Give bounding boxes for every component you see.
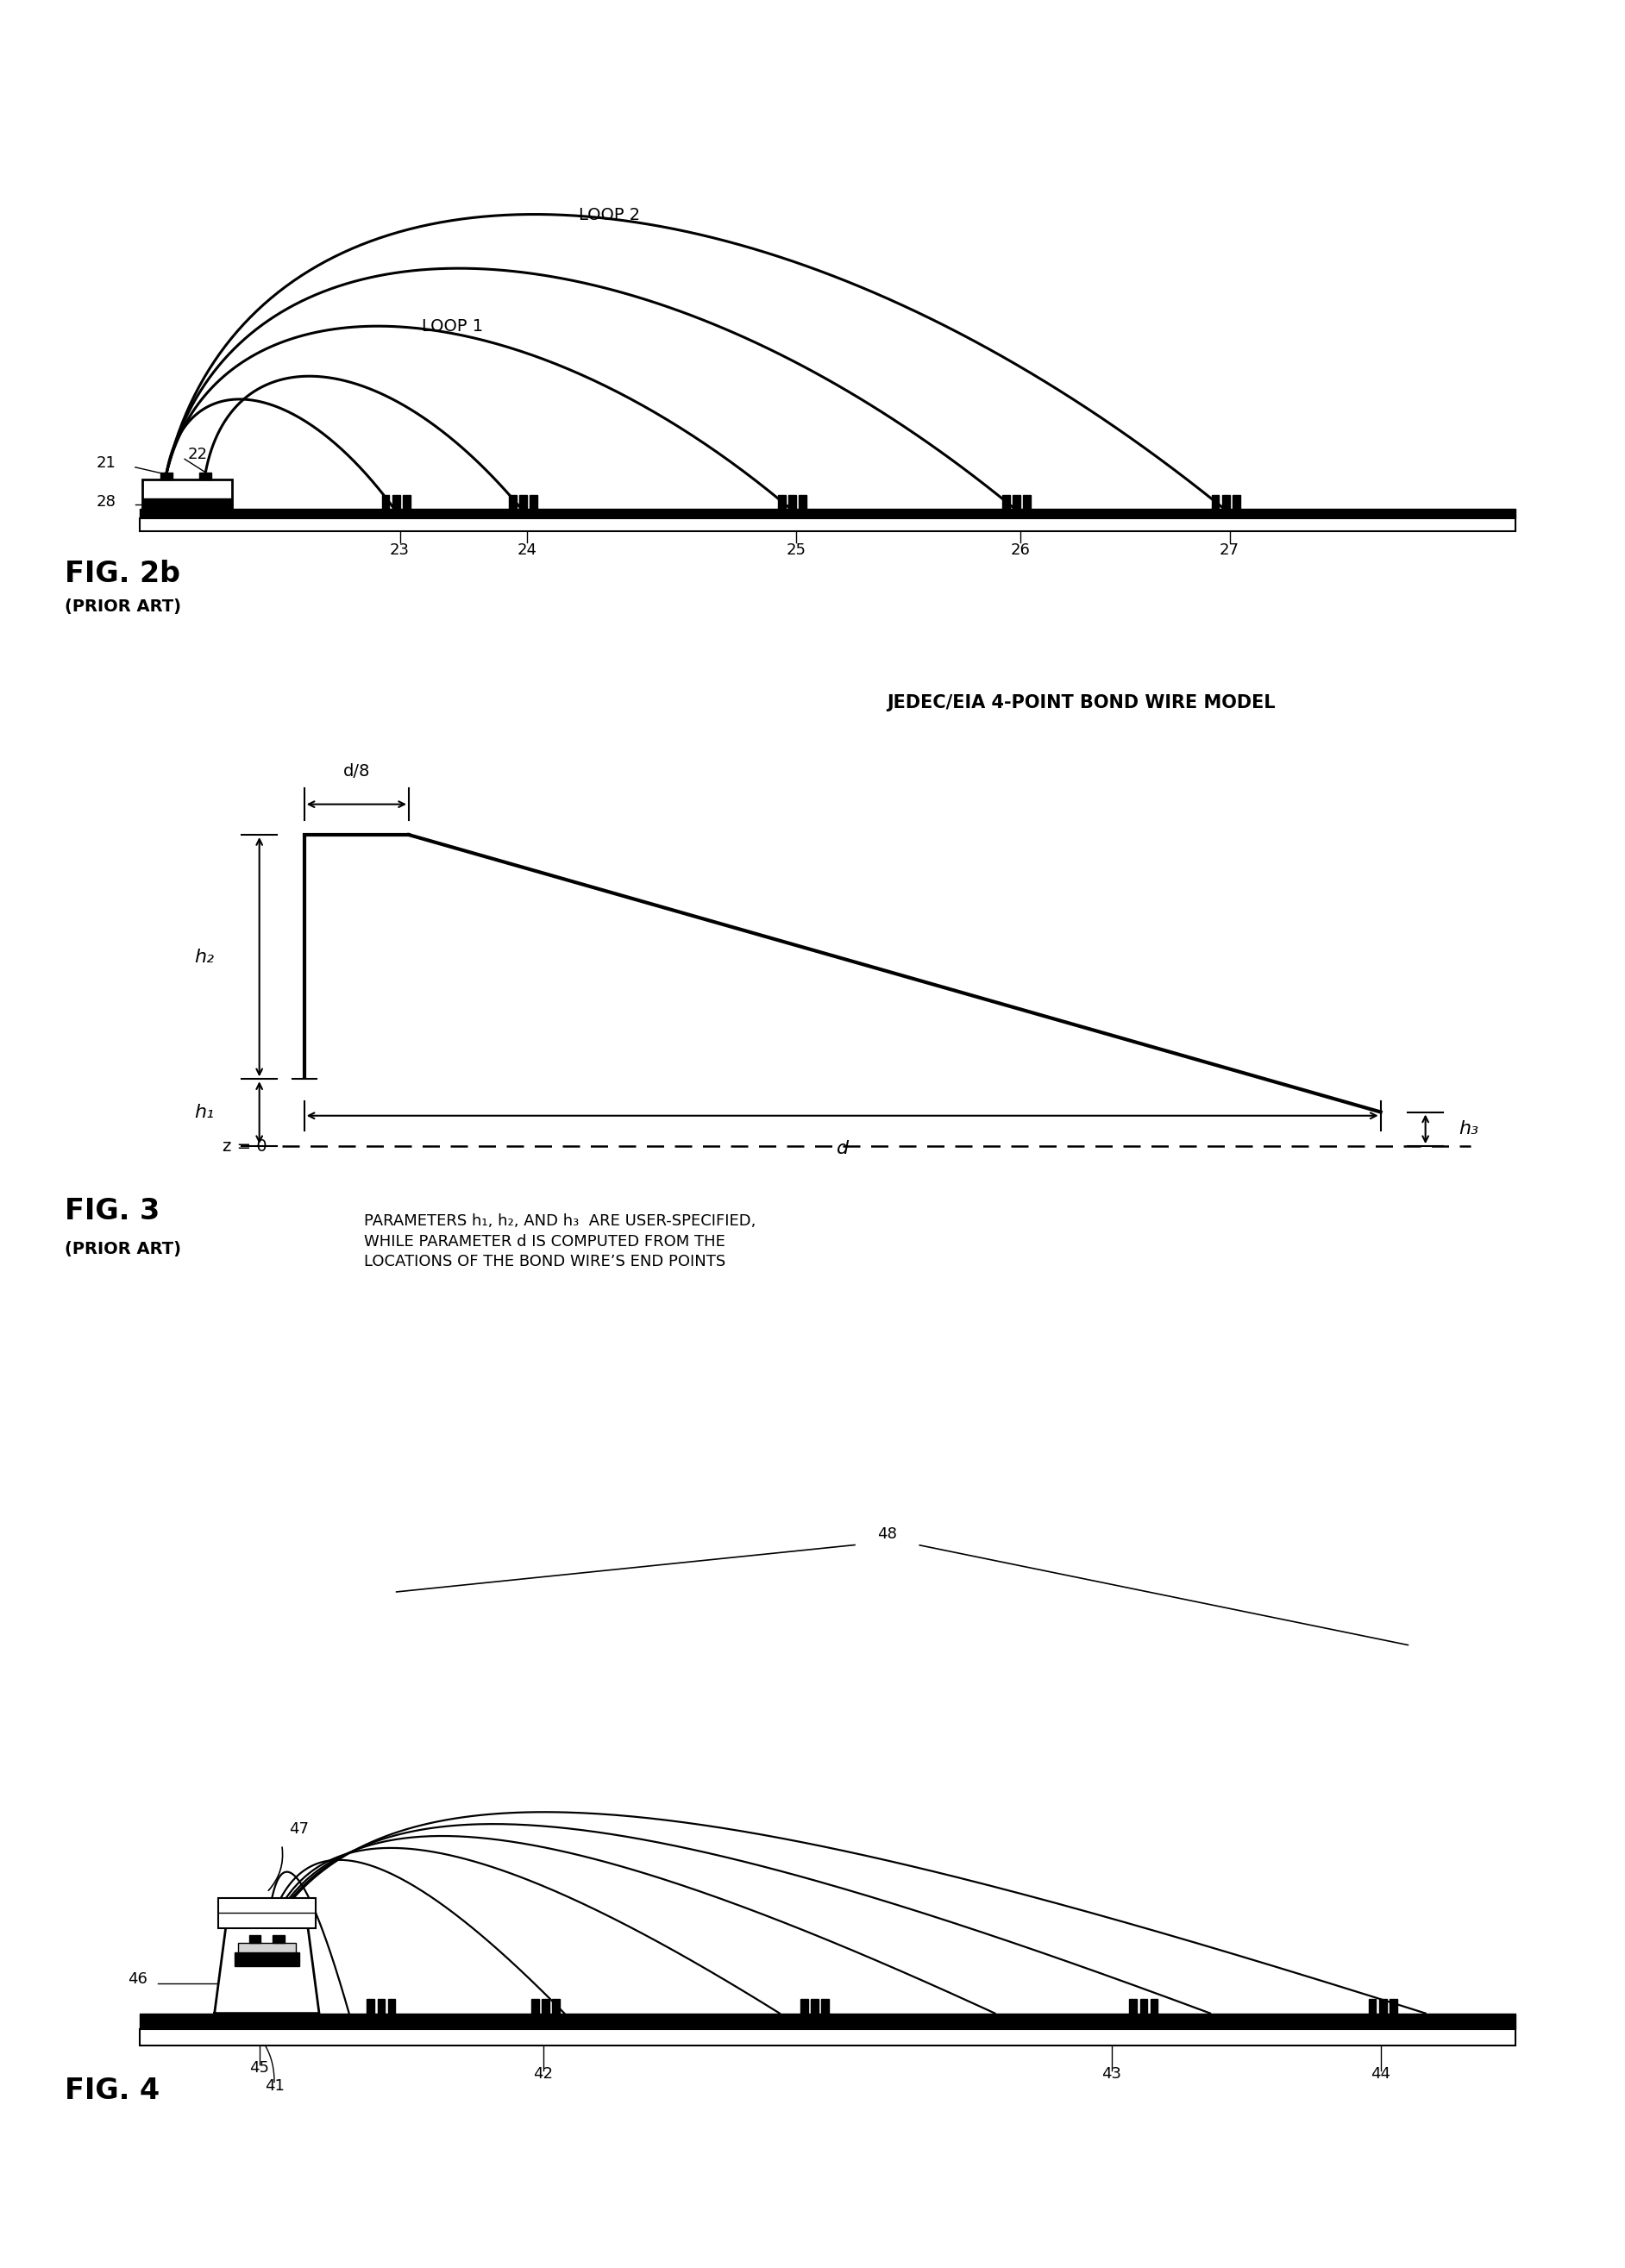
Bar — [1012, 494, 1020, 508]
Text: 45: 45 — [249, 2062, 270, 2075]
Bar — [218, 1898, 315, 1928]
Text: 25: 25 — [786, 542, 806, 558]
Text: (PRIOR ART): (PRIOR ART) — [65, 1241, 182, 1256]
Bar — [200, 472, 211, 479]
Text: 47: 47 — [289, 1821, 309, 1837]
Bar — [1380, 1998, 1386, 2014]
Text: 42: 42 — [533, 2066, 554, 2082]
Bar — [1212, 494, 1219, 508]
Text: LOOP 2: LOOP 2 — [578, 206, 640, 222]
Text: z = 0: z = 0 — [223, 1139, 266, 1154]
Text: h₁: h₁ — [195, 1105, 214, 1120]
Bar — [1139, 1998, 1147, 2014]
Bar — [367, 1998, 374, 2014]
Bar — [1389, 1998, 1398, 2014]
Bar — [140, 508, 1515, 519]
Bar — [1222, 494, 1230, 508]
Bar — [140, 2014, 1515, 2028]
Text: 24: 24 — [517, 542, 536, 558]
Text: 26: 26 — [1011, 542, 1030, 558]
Bar — [778, 494, 785, 508]
Text: LOOP 1: LOOP 1 — [421, 318, 483, 336]
Bar — [811, 1998, 819, 2014]
Text: 43: 43 — [1102, 2066, 1121, 2082]
Text: 44: 44 — [1370, 2066, 1391, 2082]
Bar — [388, 1998, 395, 2014]
Bar — [541, 1998, 549, 2014]
Text: FIG. 2b: FIG. 2b — [65, 560, 180, 587]
Bar — [800, 494, 806, 508]
Bar — [143, 499, 232, 508]
Text: PARAMETERS h₁, h₂, AND h₃  ARE USER-SPECIFIED,
WHILE PARAMETER d IS COMPUTED FRO: PARAMETERS h₁, h₂, AND h₃ ARE USER-SPECI… — [364, 1213, 756, 1270]
Bar — [392, 494, 400, 508]
Bar — [1003, 494, 1009, 508]
Bar — [1129, 1998, 1138, 2014]
Bar — [273, 1935, 284, 1944]
Text: 21: 21 — [96, 456, 115, 472]
Text: JEDEC/EIA 4-POINT BOND WIRE MODEL: JEDEC/EIA 4-POINT BOND WIRE MODEL — [887, 694, 1276, 712]
Text: 46: 46 — [127, 1971, 148, 1987]
Text: 48: 48 — [878, 1526, 897, 1542]
Bar — [249, 1935, 262, 1944]
Text: FIG. 4: FIG. 4 — [65, 2075, 159, 2105]
Text: 28: 28 — [96, 494, 115, 510]
Bar — [1368, 1998, 1376, 2014]
Bar — [140, 2028, 1515, 2046]
Bar — [140, 519, 1515, 531]
Bar — [1150, 1998, 1159, 2014]
Bar — [234, 1953, 299, 1966]
Bar — [382, 494, 390, 508]
Bar — [377, 1998, 385, 2014]
Text: 41: 41 — [265, 2077, 284, 2093]
Text: d: d — [837, 1141, 848, 1157]
Bar — [801, 1998, 808, 2014]
Text: h₃: h₃ — [1458, 1120, 1479, 1139]
Text: 27: 27 — [1220, 542, 1240, 558]
Bar — [509, 494, 517, 508]
Bar — [237, 1944, 296, 1953]
Text: h₂: h₂ — [195, 948, 214, 966]
Text: (PRIOR ART): (PRIOR ART) — [65, 599, 182, 615]
Polygon shape — [214, 1928, 318, 2014]
Text: FIG. 3: FIG. 3 — [65, 1198, 161, 1225]
Text: 22: 22 — [187, 447, 208, 463]
Bar — [520, 494, 526, 508]
Bar — [403, 494, 411, 508]
Bar — [552, 1998, 561, 2014]
Bar — [143, 479, 232, 508]
Bar — [822, 1998, 829, 2014]
Text: 23: 23 — [390, 542, 409, 558]
Bar — [1233, 494, 1240, 508]
Bar — [531, 1998, 539, 2014]
Bar — [1024, 494, 1030, 508]
Bar — [788, 494, 796, 508]
Text: d/8: d/8 — [343, 764, 370, 780]
Bar — [161, 472, 172, 479]
Bar — [530, 494, 538, 508]
